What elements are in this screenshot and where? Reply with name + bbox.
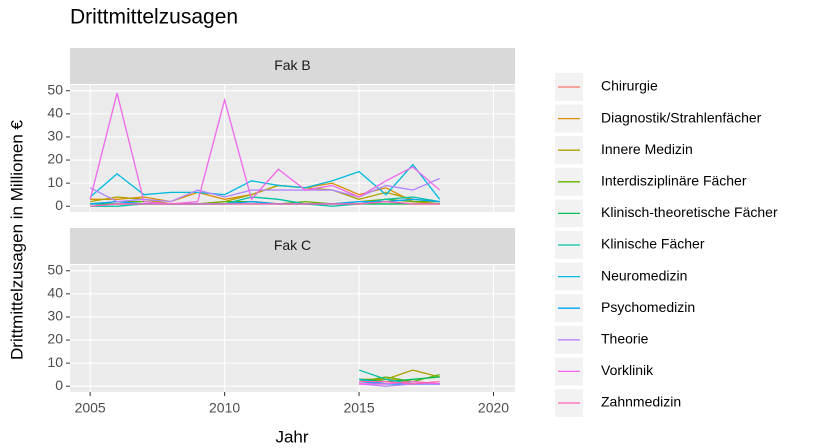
- y-tick-label: 50: [47, 261, 63, 277]
- legend-label: Neuromedizin: [601, 267, 687, 283]
- x-axis-title: Jahr: [275, 427, 308, 446]
- series-line: [89, 92, 441, 205]
- x-tick-label: 2010: [209, 400, 240, 416]
- x-tick-label: 2005: [75, 400, 106, 416]
- y-axis-title: Drittmittelzusagen in Millionen €: [7, 119, 26, 360]
- y-tick-label: 50: [47, 81, 63, 97]
- legend-label: Chirurgie: [601, 78, 658, 94]
- y-tick-label: 40: [47, 105, 63, 121]
- series-line: [89, 177, 440, 203]
- facet-strip: [70, 228, 515, 264]
- legend-label: Klinisch-theoretische Fächer: [601, 204, 778, 220]
- y-tick-label: 30: [47, 308, 63, 324]
- legend-label: Innere Medizin: [601, 141, 693, 157]
- y-tick-label: 40: [47, 285, 63, 301]
- legend-label: Psychomedizin: [601, 299, 695, 315]
- y-tick-label: 30: [47, 128, 63, 144]
- series-line: [358, 376, 440, 383]
- legend-label: Interdisziplinäre Fächer: [601, 173, 747, 189]
- y-tick-label: 10: [47, 354, 63, 370]
- y-tick-label: 20: [47, 151, 63, 167]
- series-line: [359, 380, 440, 385]
- series-line: [358, 383, 440, 387]
- legend-label: Theorie: [601, 331, 649, 347]
- y-tick-label: 20: [47, 331, 63, 347]
- legend-label: Diagnostik/Strahlenfächer: [601, 109, 762, 125]
- y-tick-label: 0: [55, 197, 63, 213]
- legend-label: Vorklinik: [601, 362, 654, 378]
- chart-title: Drittmittelzusagen: [70, 6, 238, 29]
- series-line: [90, 200, 440, 207]
- facet-label: Fak B: [274, 57, 311, 73]
- y-tick-label: 0: [55, 377, 63, 393]
- x-tick-label: 2015: [343, 400, 374, 416]
- legend-label: Klinische Fächer: [601, 236, 705, 252]
- panel: [70, 265, 515, 392]
- facet-strip: [70, 48, 515, 84]
- y-tick-label: 10: [47, 174, 63, 190]
- legend-label: Zahnmedizin: [601, 394, 681, 410]
- panel: [70, 85, 515, 212]
- x-tick-label: 2020: [478, 400, 509, 416]
- series-line: [89, 163, 441, 200]
- facet-label: Fak C: [274, 237, 311, 253]
